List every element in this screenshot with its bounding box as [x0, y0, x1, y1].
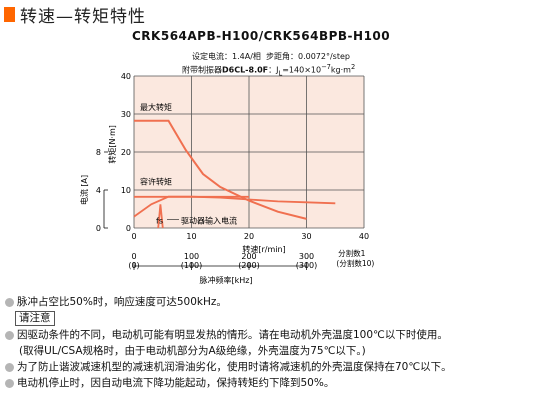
driver-current-curve — [133, 195, 336, 218]
y-tick-label: 40 — [121, 72, 131, 81]
y-tick-label: 30 — [121, 110, 131, 119]
division-tick-label: (200) — [238, 261, 260, 270]
fs-curve — [157, 204, 164, 229]
spec-inertia-exp: −7 — [321, 63, 331, 71]
fs-label: fs — [156, 216, 163, 225]
notes: 脉冲占空比50%时，响应速度可达500kHz。 请注意 因驱动条件的不同，电动机… — [5, 294, 550, 391]
grid — [133, 75, 365, 229]
axis-labels: 0 10 20 30 40 0 10 20 30 40 0 4 8 转速[r/min] 转矩[N·m] 电流 … — [79, 72, 369, 254]
bullet-icon — [5, 297, 14, 307]
header-accent-bar — [4, 6, 15, 22]
spec-step-label: 步距角： — [265, 52, 298, 61]
max-torque-curve — [134, 119, 307, 220]
spec-inertia-unit: kg·m — [330, 65, 351, 75]
x-tick-label: 30 — [301, 232, 311, 241]
note-2: 因驱动条件的不同，电动机可能有明显发热的情形。请在电动机外壳温度100℃以下时使… — [5, 327, 550, 343]
spec-damper-label: 附带制振器 — [182, 65, 222, 75]
bullet-icon — [5, 378, 14, 388]
pulse-tick-label: 0 — [131, 252, 136, 261]
spec-current-value: 1.4A/相 — [232, 52, 261, 61]
note-3: (取得UL/CSA规格时，由于电动机部分为A级绝缘，外壳温度为75℃以下。) — [5, 343, 550, 359]
curves — [133, 119, 336, 229]
current-tick-label: 4 — [96, 186, 101, 195]
axes — [103, 151, 108, 229]
y2-axis-label: 电流 [A] — [79, 175, 89, 205]
division-tick-label: (100) — [181, 261, 203, 270]
spec-inertia-label: ：J — [268, 65, 279, 75]
model-number: CRK564APB-H100/CRK564BPB-H100 — [132, 29, 391, 43]
page-title: 转速—转矩特性 — [20, 6, 146, 27]
x-tick-label: 20 — [244, 232, 254, 241]
x-tick-label: 10 — [186, 232, 196, 241]
x-axis-label: 转速[r/min] — [242, 244, 285, 254]
x-tick-label: 40 — [359, 232, 369, 241]
note-5-text: 电动机停止时，因自动电流下降功能起动，保持转矩约下降到50%。 — [17, 377, 335, 389]
driver-current-label: 驱动器输入电流 — [181, 215, 237, 225]
pulse-tick-label: 300 — [299, 252, 314, 261]
note-5: 电动机停止时，因自动电流下降功能起动，保持转矩约下降到50%。 — [5, 375, 550, 391]
current-tick-label: 8 — [96, 148, 101, 157]
x-tick-label: 0 — [131, 232, 136, 241]
current-tick-label: 0 — [96, 224, 101, 233]
note-4-text: 为了防止谐波减速机型的减速机润滑油劣化，使用时请将减速机的外壳温度保持在70℃以… — [17, 361, 452, 373]
y-axis-label: 转矩[N·m] — [107, 125, 117, 164]
spec-inertia-unit-exp: 2 — [350, 63, 356, 71]
caution-label: 请注意 — [15, 311, 55, 326]
note-4: 为了防止谐波减速机型的减速机润滑油劣化，使用时请将减速机的外壳温度保持在70℃以… — [5, 359, 550, 375]
spec-inertia-sub: L — [278, 69, 283, 78]
pulse-axis-label: 脉冲频率[kHz] — [199, 275, 252, 285]
allowable-torque-label: 容许转矩 — [140, 176, 172, 186]
speed-torque-chart: 0 10 20 30 40 0 10 20 30 40 0 4 8 转速[r/min] 转矩[N·m] 电流 … — [79, 72, 374, 285]
spec-current-label: 设定电流： — [192, 52, 232, 61]
division-label-10: (分割数10) — [336, 258, 374, 268]
division-tick-label: (0) — [128, 261, 139, 270]
pulse-axis: 0(0) 100(100) 200(200) 300(300) 脉冲频率[kHz] 分割数… — [128, 248, 374, 285]
note-caution: 请注意 — [5, 310, 550, 327]
spec-inertia-value: =140×10 — [282, 65, 322, 75]
y-tick-label: 20 — [121, 148, 131, 157]
note-3-text: (取得UL/CSA规格时，由于电动机部分为A级绝缘，外壳温度为75℃以下。) — [19, 345, 366, 357]
spec-line-current: 设定电流：1.4A/相 步距角：0.0072°/step — [192, 51, 350, 62]
division-tick-label: (300) — [296, 261, 318, 270]
y-tick-label: 0 — [126, 224, 131, 233]
spec-damper-model: D6CL-8.0F — [222, 65, 269, 75]
spec-step-value: 0.0072°/step — [297, 52, 350, 61]
note-2-text: 因驱动条件的不同，电动机可能有明显发热的情形。请在电动机外壳温度100℃以下时使… — [17, 329, 448, 341]
pulse-tick-label: 100 — [184, 252, 199, 261]
bullet-icon — [5, 362, 14, 372]
spec-line-damper: 附带制振器D6CL-8.0F：JL=140×10−7kg·m2 — [182, 63, 355, 77]
note-1-text: 脉冲占空比50%时，响应速度可达500kHz。 — [17, 296, 227, 308]
page-header: 转速—转矩特性 — [4, 3, 146, 27]
division-label: 分割数1 — [338, 248, 365, 258]
y-tick-label: 10 — [121, 186, 131, 195]
note-1: 脉冲占空比50%时，响应速度可达500kHz。 — [5, 294, 550, 310]
bullet-icon — [5, 330, 14, 340]
max-torque-label: 最大转矩 — [140, 102, 172, 112]
pulse-tick-label: 200 — [241, 252, 256, 261]
